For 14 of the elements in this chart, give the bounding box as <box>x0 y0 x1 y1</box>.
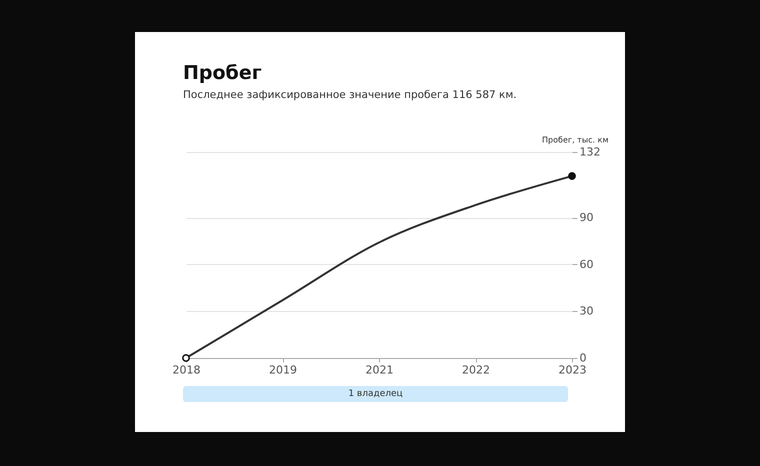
text: 1 владелец <box>183 386 568 402</box>
y-axis-title: Пробег, тыс. км <box>542 136 608 144</box>
y-tick-label: 60 <box>580 258 594 271</box>
x-tick-label: 2018 <box>172 364 200 376</box>
chart-title: Пробег <box>183 62 262 84</box>
y-tick-label: 90 <box>580 211 594 224</box>
chart-subtitle: Последнее зафиксированное значение пробега 116 587 км. <box>183 89 517 101</box>
y-tick-label: 0 <box>580 352 586 364</box>
y-tick-label: 132 <box>580 146 600 158</box>
x-tick-label: 2021 <box>366 364 394 376</box>
x-tick-label: 2022 <box>462 364 490 376</box>
y-tick-label: 30 <box>580 304 594 318</box>
x-tick-label: 2019 <box>269 364 297 376</box>
x-tick-label: 2023 <box>558 364 586 376</box>
